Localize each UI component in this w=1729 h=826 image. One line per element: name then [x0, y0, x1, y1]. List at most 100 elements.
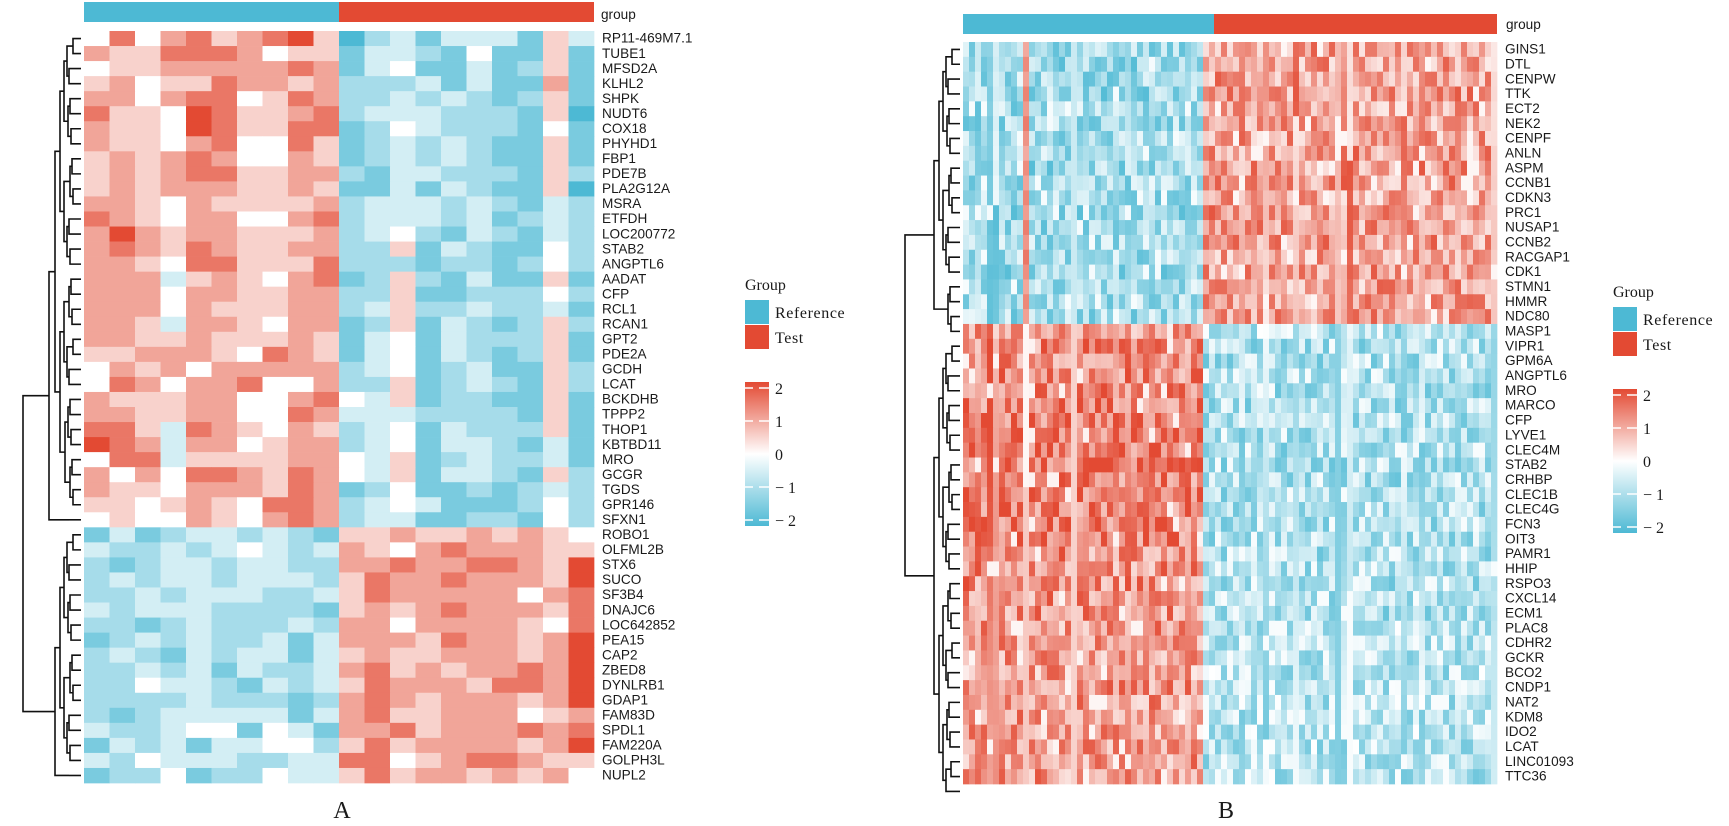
- heatmap-cell: [1473, 487, 1480, 503]
- heatmap-cell: [1023, 279, 1030, 295]
- heatmap-cell: [981, 220, 988, 236]
- heatmap-cell: [1089, 338, 1096, 354]
- heatmap-cell: [1179, 145, 1186, 162]
- heatmap-cell: [517, 211, 544, 227]
- heatmap-cell: [1023, 160, 1030, 176]
- heatmap-cell: [1071, 457, 1078, 473]
- heatmap-cell: [1491, 472, 1498, 488]
- heatmap-cell: [975, 576, 982, 592]
- heatmap-cell: [1305, 175, 1312, 191]
- heatmap-cell: [999, 680, 1006, 696]
- heatmap-cell: [1215, 175, 1222, 191]
- heatmap-cell: [517, 632, 544, 648]
- heatmap-cell: [1215, 220, 1222, 236]
- heatmap-cell: [975, 635, 982, 651]
- heatmap-cell: [543, 61, 569, 77]
- heatmap-cell: [1053, 353, 1060, 369]
- heatmap-cell: [1299, 457, 1306, 473]
- heatmap-cell: [339, 256, 365, 272]
- heatmap-cell: [1155, 323, 1162, 340]
- heatmap-cell: [390, 422, 416, 438]
- heatmap-cell: [1461, 591, 1468, 607]
- heatmap-cell: [981, 234, 988, 251]
- heatmap-cell: [1287, 234, 1294, 251]
- heatmap-cell: [1473, 116, 1480, 132]
- heatmap-cell: [1257, 561, 1264, 577]
- heatmap-cell: [1287, 427, 1294, 444]
- heatmap-cell: [1197, 160, 1204, 176]
- heatmap-cell: [1227, 190, 1234, 206]
- heatmap-cell: [1215, 531, 1222, 547]
- heatmap-cell: [135, 722, 161, 739]
- heatmap-cell: [1467, 472, 1474, 488]
- heatmap-cell: [84, 557, 110, 573]
- heatmap-cell: [1209, 131, 1216, 147]
- heatmap-cell: [288, 136, 314, 152]
- heatmap-cell: [211, 76, 238, 92]
- heatmap-cell: [1353, 531, 1360, 547]
- heatmap-cell: [1389, 531, 1396, 547]
- heatmap-cell: [1065, 160, 1072, 176]
- heatmap-cell: [492, 737, 518, 754]
- heatmap-cell: [1353, 561, 1360, 577]
- heatmap-cell: [1287, 294, 1294, 310]
- heatmap-cell: [1353, 383, 1360, 399]
- heatmap-cell: [1059, 234, 1066, 251]
- heatmap-cell: [1419, 427, 1426, 444]
- heatmap-cell: [1377, 487, 1384, 503]
- heatmap-cell: [1377, 42, 1384, 58]
- heatmap-cell: [1119, 338, 1126, 354]
- heatmap-cell: [1269, 546, 1276, 562]
- heatmap-cell: [1071, 502, 1078, 518]
- heatmap-cell: [993, 353, 1000, 369]
- heatmap-cell: [1149, 368, 1156, 384]
- heatmap-cell: [1035, 383, 1042, 399]
- heatmap-cell: [1335, 101, 1342, 117]
- heatmap-cell: [1029, 605, 1036, 622]
- heatmap-cell: [1353, 427, 1360, 444]
- heatmap-cell: [109, 196, 136, 212]
- heatmap-cell: [1023, 576, 1030, 592]
- heatmap-cell: [1209, 665, 1216, 681]
- panel-label-a: A: [333, 798, 351, 824]
- heatmap-cell: [981, 620, 988, 636]
- heatmap-cell: [1059, 190, 1066, 206]
- heatmap-cell: [969, 472, 976, 488]
- heatmap-cell: [135, 121, 161, 137]
- heatmap-cell: [1407, 398, 1414, 414]
- gene-label: ROBO1: [602, 527, 650, 542]
- heatmap-cell: [1335, 116, 1342, 132]
- heatmap-cell: [1317, 413, 1324, 429]
- heatmap-cell: [1335, 472, 1342, 488]
- heatmap-cell: [1137, 591, 1144, 607]
- heatmap-cell: [1215, 398, 1222, 414]
- heatmap-cell: [981, 71, 988, 87]
- heatmap-cell: [1473, 531, 1480, 547]
- heatmap-cell: [517, 527, 544, 543]
- heatmap-cell: [1005, 546, 1012, 562]
- heatmap-cell: [1485, 190, 1492, 206]
- heatmap-cell: [1371, 561, 1378, 577]
- heatmap-cell: [1137, 131, 1144, 147]
- heatmap-cell: [1011, 427, 1018, 444]
- heatmap-cell: [1257, 665, 1264, 681]
- heatmap-cell: [364, 662, 391, 679]
- heatmap-cell: [1263, 427, 1270, 444]
- heatmap-cell: [1131, 561, 1138, 577]
- heatmap-cell: [1083, 635, 1090, 651]
- heatmap-cell: [339, 602, 365, 618]
- gene-label: LCAT: [602, 377, 636, 392]
- heatmap-cell: [415, 542, 442, 558]
- heatmap-cell: [1071, 620, 1078, 636]
- heatmap-cell: [1413, 516, 1420, 533]
- heatmap-cell: [288, 241, 314, 257]
- heatmap-cell: [1269, 101, 1276, 117]
- heatmap-cell: [492, 166, 518, 182]
- heatmap-cell: [1125, 442, 1132, 458]
- heatmap-cell: [1167, 383, 1174, 399]
- heatmap-cell: [1257, 531, 1264, 547]
- heatmap-cell: [186, 617, 212, 633]
- heatmap-cell: [1251, 650, 1258, 666]
- heatmap-cell: [1149, 680, 1156, 696]
- heatmap-cell: [1101, 591, 1108, 607]
